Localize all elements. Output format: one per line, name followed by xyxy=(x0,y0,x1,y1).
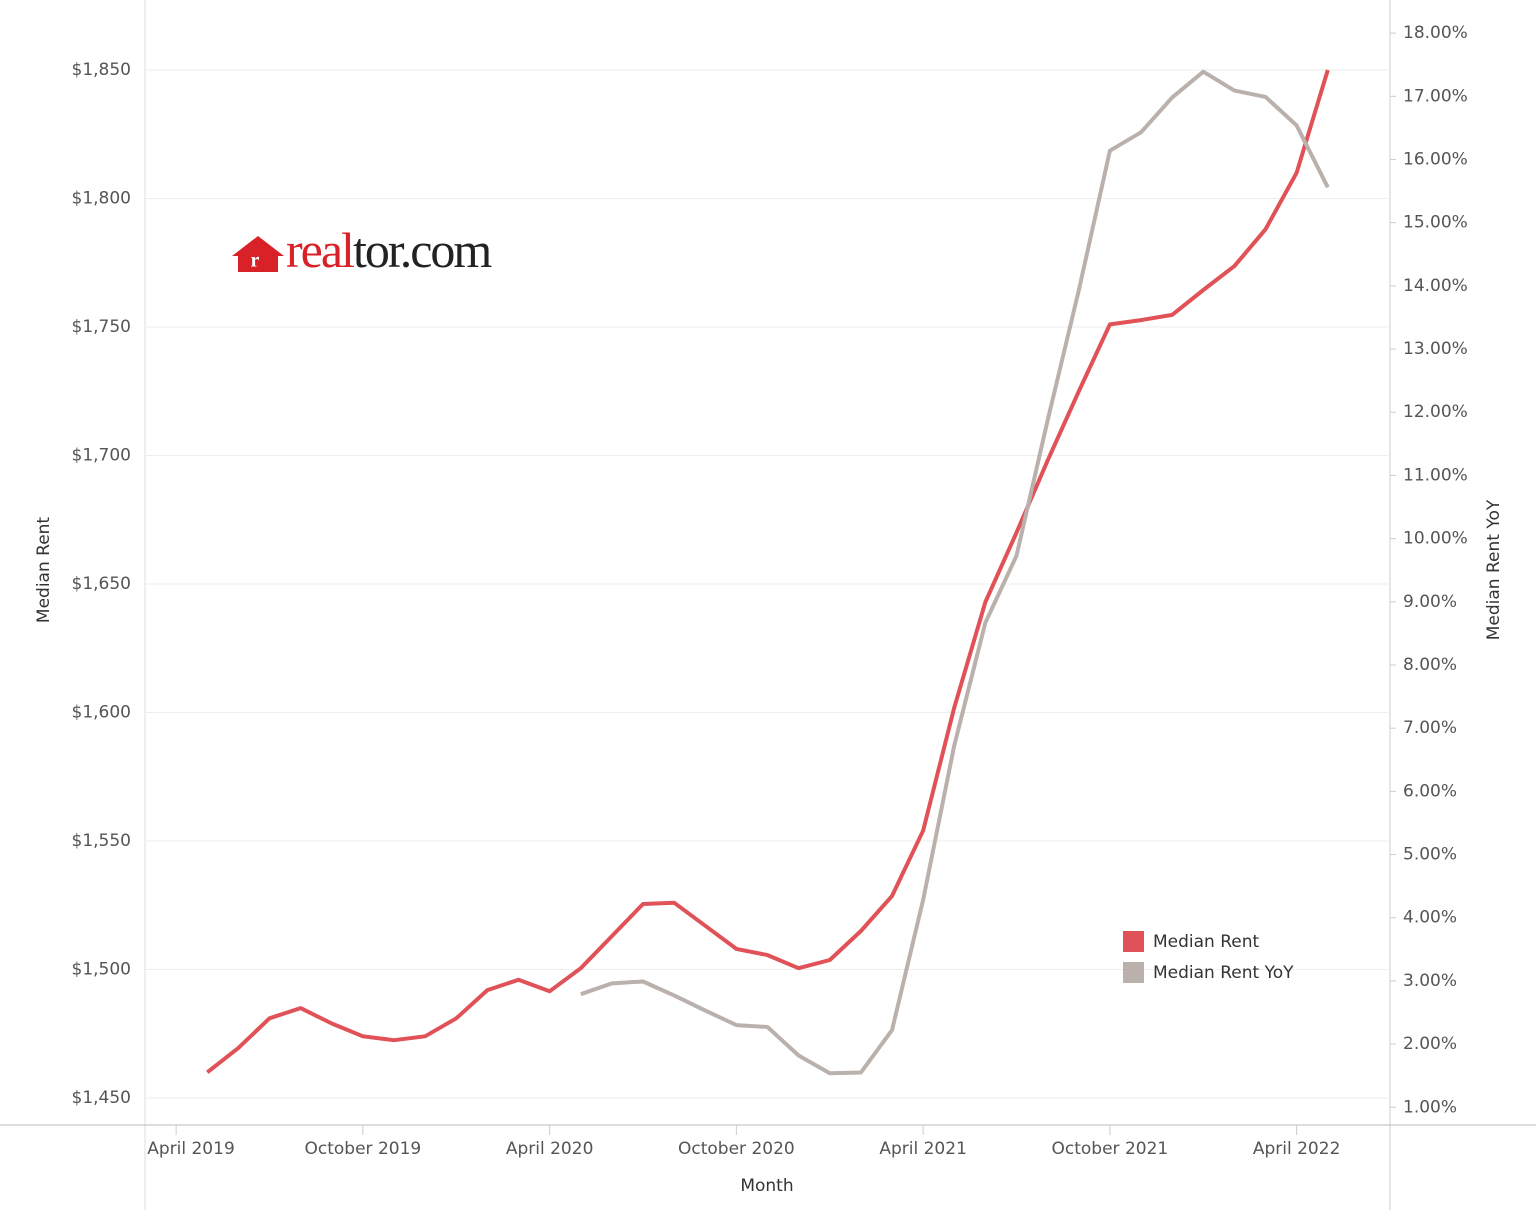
y2-tick-label: 14.00% xyxy=(1403,276,1468,296)
y-tick-label: $1,450 xyxy=(72,1088,131,1108)
legend-swatch xyxy=(1123,962,1144,983)
logo: r realtor.com xyxy=(232,222,494,278)
y-tick-label: $1,700 xyxy=(72,446,131,466)
y2-tick-label: 6.00% xyxy=(1403,781,1457,801)
y-tick-label: $1,550 xyxy=(72,831,131,851)
x-tick-label: April 2022 xyxy=(1253,1139,1341,1159)
y2-axis-title: Median Rent YoY xyxy=(1484,499,1504,640)
x-tick-label: October 2019 xyxy=(305,1139,422,1159)
y-tick-label: $1,650 xyxy=(72,574,131,594)
x-tick-label: October 2020 xyxy=(678,1139,795,1159)
x-tick-label: October 2021 xyxy=(1052,1139,1169,1159)
y2-tick-label: 12.00% xyxy=(1403,402,1468,422)
y2-tick-label: 2.00% xyxy=(1403,1034,1457,1054)
logo-house xyxy=(232,236,284,272)
y2-tick-label: 18.00% xyxy=(1403,23,1468,43)
y-tick-label: $1,850 xyxy=(72,60,131,80)
y2-tick-label: 16.00% xyxy=(1403,150,1468,170)
y-tick-label: $1,500 xyxy=(72,960,131,980)
y2-tick-label: 11.00% xyxy=(1403,465,1468,485)
legend-label: Median Rent YoY xyxy=(1153,963,1294,983)
logo-r: r xyxy=(251,250,260,272)
logo-text: realtor.com xyxy=(286,222,492,278)
y-tick-label: $1,750 xyxy=(72,317,131,337)
y2-tick-label: 15.00% xyxy=(1403,213,1468,233)
y-axis-title: Median Rent xyxy=(34,517,54,624)
y2-tick-label: 5.00% xyxy=(1403,845,1457,865)
series-line xyxy=(580,69,1330,1076)
y-tick-label: $1,800 xyxy=(72,189,131,209)
x-axis-title: Month xyxy=(740,1176,793,1196)
y2-tick-label: 10.00% xyxy=(1403,529,1468,549)
x-tick-label: April 2021 xyxy=(879,1139,967,1159)
series-line xyxy=(206,69,1330,1074)
legend-swatch xyxy=(1123,931,1144,952)
y2-tick-label: 9.00% xyxy=(1403,592,1457,612)
legend-label: Median Rent xyxy=(1153,932,1260,952)
x-tick-label: April 2020 xyxy=(506,1139,594,1159)
y2-tick-label: 13.00% xyxy=(1403,339,1468,359)
logo-part: real xyxy=(286,222,354,278)
y2-tick-label: 4.00% xyxy=(1403,908,1457,928)
y-tick-label: $1,600 xyxy=(72,703,131,723)
x-tick-label: April 2019 xyxy=(147,1139,235,1159)
y2-tick-label: 3.00% xyxy=(1403,971,1457,991)
y2-tick-label: 7.00% xyxy=(1403,718,1457,738)
y2-tick-label: 1.00% xyxy=(1403,1097,1457,1117)
y2-tick-label: 8.00% xyxy=(1403,655,1457,675)
logo-part: tor.com xyxy=(353,222,492,278)
y2-tick-label: 17.00% xyxy=(1403,86,1468,106)
